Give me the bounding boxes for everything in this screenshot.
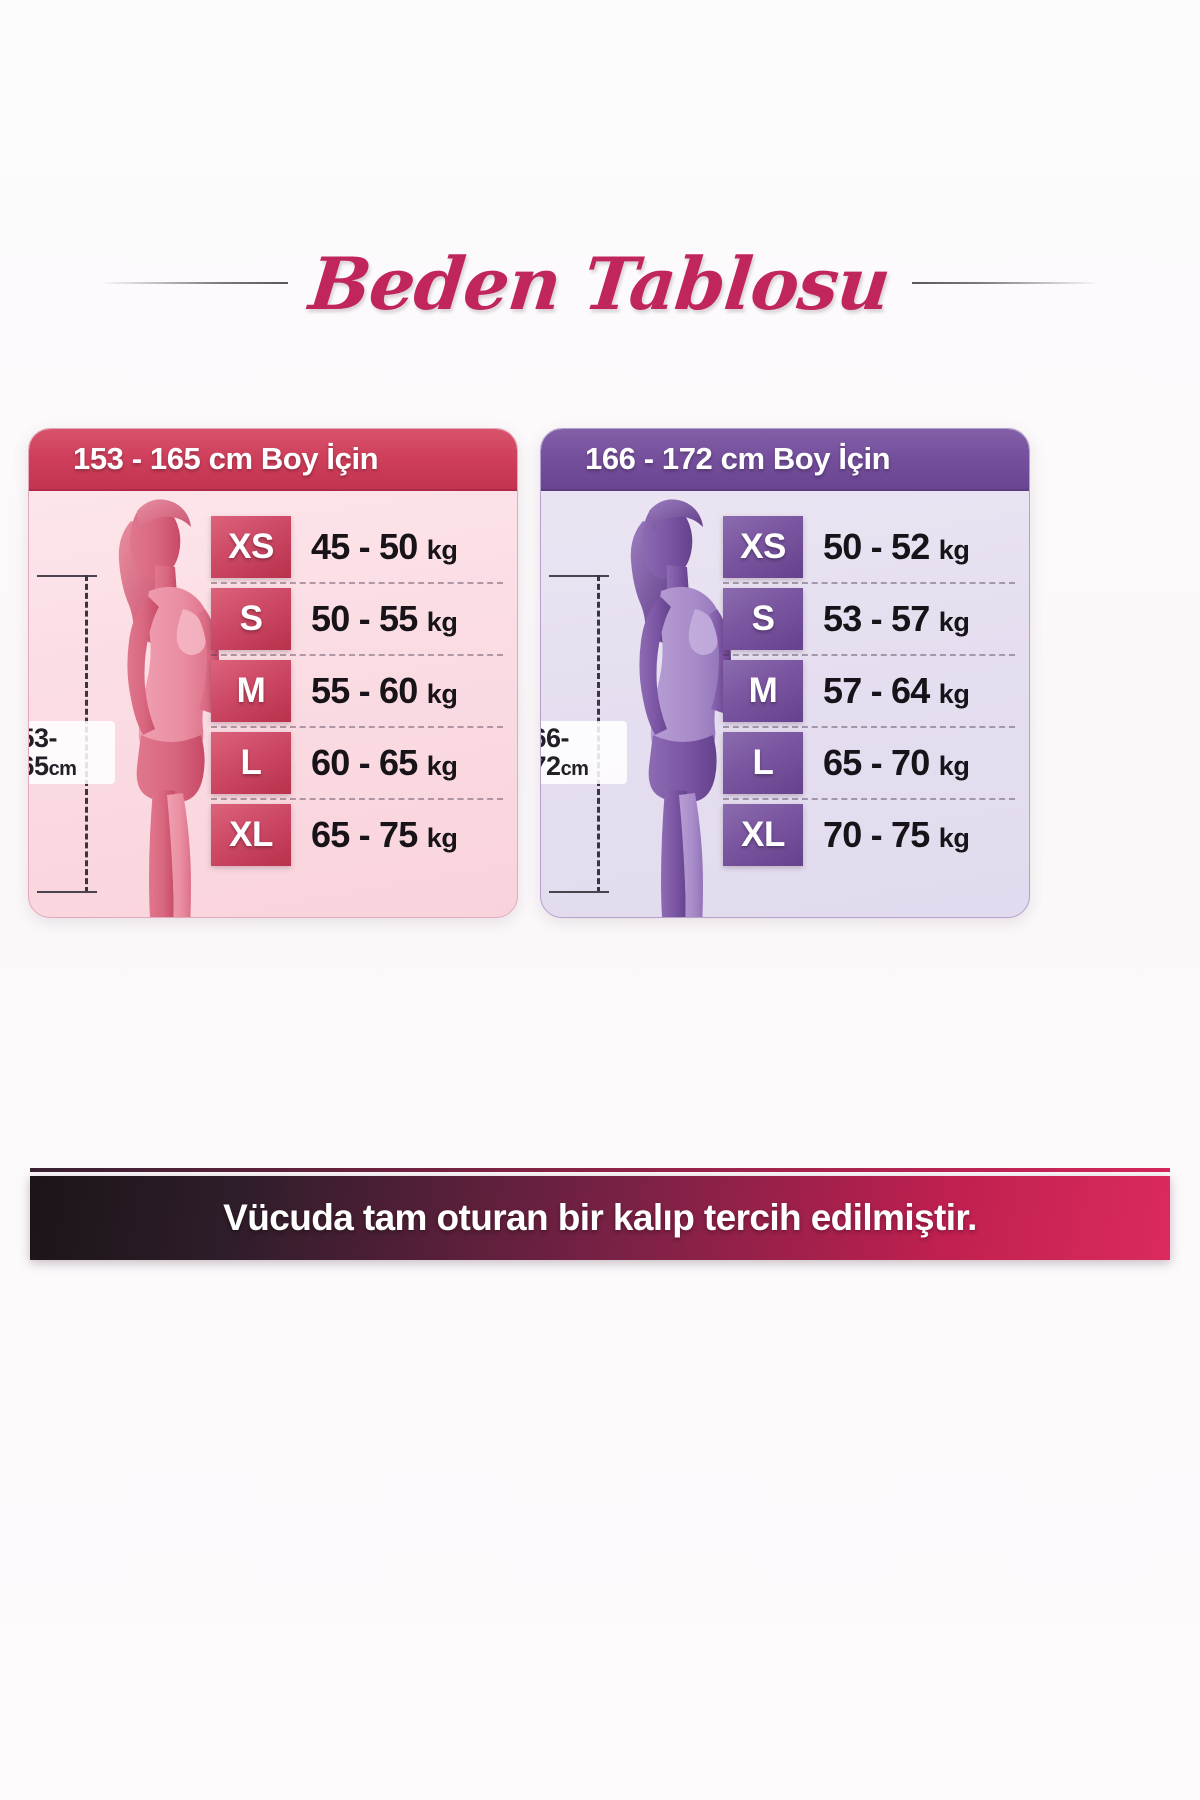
table-row[interactable]: L 60 - 65 kg <box>211 726 507 799</box>
table-row[interactable]: XL 70 - 75 kg <box>723 798 1019 871</box>
table-row[interactable]: XL 65 - 75 kg <box>211 798 507 871</box>
size-badge-s: S <box>211 588 291 650</box>
size-badge-xl: XL <box>211 804 291 866</box>
table-row[interactable]: M 57 - 64 kg <box>723 654 1019 727</box>
size-badge-l: L <box>211 732 291 794</box>
banner-top-line <box>30 1168 1170 1172</box>
weight-value-l: 65 - 70 kg <box>823 742 970 783</box>
page-title: Beden Tablosu <box>305 240 895 326</box>
size-card-body-166-172: 166 - 172 cm Boy İçin <box>540 428 1030 918</box>
weight-value-s: 53 - 57 kg <box>823 598 970 639</box>
banner-body: Vücuda tam oturan bir kalıp tercih edilm… <box>30 1176 1170 1260</box>
table-row[interactable]: S 50 - 55 kg <box>211 582 507 655</box>
height-label-unit: cm <box>48 757 77 780</box>
size-card-166-172: 166 - 172 cm Boy İçin <box>540 428 1030 918</box>
title-rule-right <box>911 282 1100 284</box>
size-badge-m: M <box>211 660 291 722</box>
weight-value-xl: 70 - 75 kg <box>823 814 970 855</box>
table-row[interactable]: S 53 - 57 kg <box>723 582 1019 655</box>
measure-cap-top <box>549 575 609 577</box>
page-title-block: Beden Tablosu <box>0 228 1200 338</box>
table-row[interactable]: M 55 - 60 kg <box>211 654 507 727</box>
card-header-label-153-165: 153 - 165 cm Boy İçin <box>73 441 379 476</box>
fit-note-banner: Vücuda tam oturan bir kalıp tercih edilm… <box>30 1168 1170 1260</box>
weight-value-xs: 50 - 52 kg <box>823 526 970 567</box>
table-row[interactable]: XS 45 - 50 kg <box>211 511 507 583</box>
banner-text: Vücuda tam oturan bir kalıp tercih edilm… <box>223 1197 977 1238</box>
size-table-153-165: XS 45 - 50 kg S 50 - 55 kg M 55 - 60 kg … <box>211 511 507 871</box>
weight-value-m: 55 - 60 kg <box>311 670 458 711</box>
title-rule-left <box>100 282 289 284</box>
weight-value-m: 57 - 64 kg <box>823 670 970 711</box>
height-label-line1: 153- <box>29 723 58 753</box>
weight-value-xl: 65 - 75 kg <box>311 814 458 855</box>
table-row[interactable]: XS 50 - 52 kg <box>723 511 1019 583</box>
size-badge-xs: XS <box>723 516 803 578</box>
size-cards-container: 153 - 165 cm Boy İçin <box>28 428 1172 1048</box>
height-label-line1: 166- <box>541 723 570 753</box>
weight-value-l: 60 - 65 kg <box>311 742 458 783</box>
size-table-166-172: XS 50 - 52 kg S 53 - 57 kg M 57 - 64 kg … <box>723 511 1019 871</box>
card-header-label-166-172: 166 - 172 cm Boy İçin <box>585 441 891 476</box>
measure-cap-top <box>37 575 97 577</box>
height-label-unit: cm <box>560 757 589 780</box>
card-header-153-165: 153 - 165 cm Boy İçin <box>29 429 517 491</box>
measure-cap-bottom <box>37 891 97 893</box>
size-badge-l: L <box>723 732 803 794</box>
size-badge-xl: XL <box>723 804 803 866</box>
size-card-153-165: 153 - 165 cm Boy İçin <box>28 428 518 918</box>
measure-cap-bottom <box>549 891 609 893</box>
size-card-body-153-165: 153 - 165 cm Boy İçin <box>28 428 518 918</box>
size-badge-m: M <box>723 660 803 722</box>
table-row[interactable]: L 65 - 70 kg <box>723 726 1019 799</box>
card-header-166-172: 166 - 172 cm Boy İçin <box>541 429 1029 491</box>
size-badge-s: S <box>723 588 803 650</box>
weight-value-s: 50 - 55 kg <box>311 598 458 639</box>
size-badge-xs: XS <box>211 516 291 578</box>
weight-value-xs: 45 - 50 kg <box>311 526 458 567</box>
